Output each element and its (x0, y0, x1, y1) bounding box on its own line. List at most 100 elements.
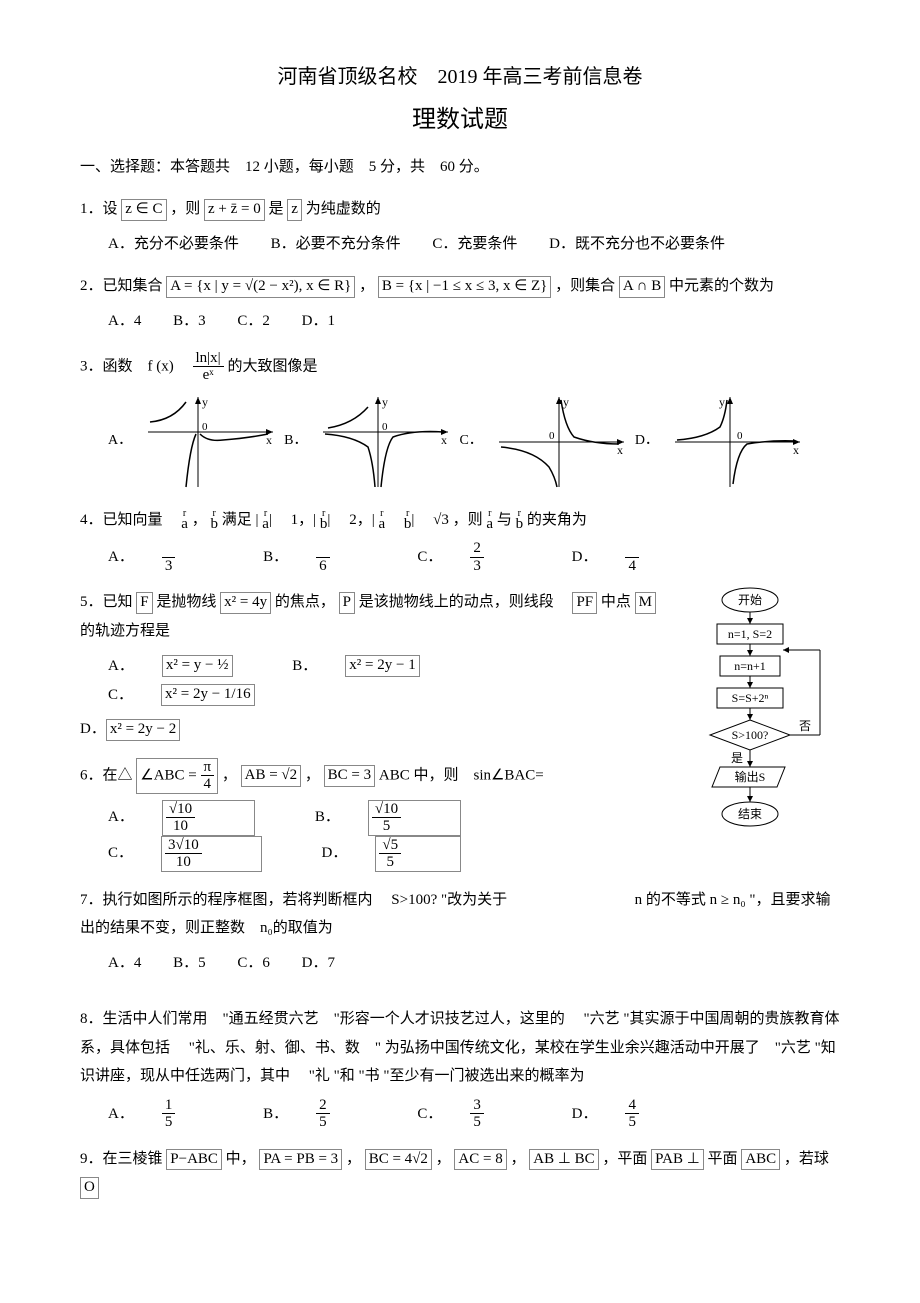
question-7: 7．执行如图所示的程序框图，若将判断框内 S>100? "改为关于 n 的不等式… (80, 886, 840, 978)
q2-text: ，则集合 (555, 278, 619, 294)
q5-text: 中点 (601, 594, 631, 610)
axis-y-label: y (202, 395, 208, 409)
q6-c2: ， (305, 767, 320, 783)
axis-x-label: x (617, 443, 623, 457)
q6-text: ABC 中，则 sin∠BAC= (379, 767, 544, 783)
q8-optC: C．35 (417, 1097, 540, 1131)
vector-a: ra (262, 510, 269, 530)
q8-options: A．15 B．25 C．35 D．45 (108, 1097, 840, 1131)
vector-a: ra (486, 510, 493, 530)
q5-M: M (635, 592, 656, 614)
q9-bc: BC = 4√2 (365, 1149, 432, 1171)
q8-optD: D．45 (572, 1097, 695, 1131)
graph-A: y x 0 (138, 392, 278, 492)
q9-O: O (80, 1177, 99, 1199)
q3-labA: A． (108, 428, 132, 455)
q9-c: ， (436, 1151, 451, 1167)
origin-label: 0 (382, 421, 388, 433)
question-1: 1．设 z ∈ C ，则 z + z̄ = 0 是 z 为纯虚数的 A．充分不必… (80, 195, 840, 258)
q3-text: 的大致图像是 (227, 358, 317, 374)
q9-abc: ABC (741, 1149, 780, 1171)
q7-optC: C．6 (237, 949, 270, 978)
q7-ineq: n ≥ n₀ (710, 892, 746, 908)
flow-out: 输出S (735, 769, 766, 784)
q5-parab: x² = 4y (220, 592, 271, 614)
q9-c: ， (346, 1151, 361, 1167)
q9-ac: AC = 8 (454, 1149, 506, 1171)
q7-text: "改为关于 (441, 892, 507, 908)
q6-optB: B．√105 (315, 800, 489, 836)
q9-abbc: AB ⊥ BC (529, 1149, 598, 1171)
q4-text: 的夹角为 (527, 512, 587, 528)
axis-y-label: y (563, 395, 569, 409)
question-4: 4．已知向量 ra ， rb 满足 | ra| 1，| rb| 2，| ra r… (80, 506, 840, 575)
q4-val1: 1，| (291, 512, 317, 528)
q1-optB: B．必要不充分条件 (271, 230, 401, 259)
vector-b: rb (210, 510, 218, 530)
q7-text: n 的不等式 (635, 892, 710, 908)
q2-setB: B = {x | −1 ≤ x ≤ 3, x ∈ Z} (378, 276, 552, 298)
q6-optC: C．3√1010 (108, 836, 290, 872)
q4-val3: √3 (433, 512, 449, 528)
q7-optA: A．4 (108, 949, 141, 978)
axis-y-label: y (719, 395, 725, 409)
q5-F: F (136, 592, 152, 614)
q5-optA: A．x² = y − ½ (108, 651, 261, 680)
q5-text: 是抛物线 (156, 594, 216, 610)
q2-setA: A = {x | y = √(2 − x²), x ∈ R} (166, 276, 355, 298)
vector-a: ra (378, 510, 385, 530)
q1-math2: z + z̄ = 0 (204, 199, 265, 221)
question-8: 8．生活中人们常用 "通五经贯六艺 "形容一个人才识技艺过人，这里的 "六艺 "… (80, 1005, 840, 1131)
vector-b: rb (404, 510, 412, 530)
q6-optD: D．√55 (322, 836, 490, 872)
q6-angle: ∠ABC = π4 (136, 758, 218, 794)
q4-options: A． 3 B． 6 C．23 D． 4 (108, 540, 840, 574)
q1-options: A．充分不必要条件 B．必要不充分条件 C．充要条件 D．既不充分也不必要条件 (108, 230, 840, 259)
q9-pa: PA = PB = 3 (259, 1149, 342, 1171)
question-2: 2．已知集合 A = {x | y = √(2 − x²), x ∈ R} ， … (80, 272, 840, 335)
section-heading: 一、选择题：本答题共 12 小题，每小题 5 分，共 60 分。 (80, 154, 840, 181)
q6-stem: 6．在△ (80, 767, 133, 783)
flow-step2: S=S+2ⁿ (732, 691, 769, 705)
q5-text: 的焦点， (275, 594, 335, 610)
q6-optA: A．√1010 (108, 800, 283, 836)
q5-optC: C．x² = 2y − 1/16 (108, 680, 283, 709)
flowchart: 开始 n=1, S=2 n=n+1 S=S+2ⁿ S>100? 否 是 输出S … (665, 582, 840, 842)
q3-graphs: A． y x 0 B． y x 0 C． y x 0 D． (108, 392, 840, 492)
q2-optD: D．1 (302, 307, 335, 336)
q1-optC: C．充要条件 (432, 230, 517, 259)
q1-math3: z (287, 199, 302, 221)
q3-frac: ln|x| eˣ (193, 350, 224, 384)
q3-labB: B． (284, 428, 307, 455)
flow-init: n=1, S=2 (728, 627, 772, 641)
q5-P: P (339, 592, 355, 614)
flow-cond: S>100? (732, 728, 769, 742)
q2-optC: C．2 (237, 307, 270, 336)
q4-stem: 4．已知向量 (80, 512, 178, 528)
q6-ab: AB = √2 (241, 765, 302, 787)
q7-stem: 7．执行如图所示的程序框图，若将判断框内 (80, 892, 388, 908)
page-title: 河南省顶级名校 2019 年高三考前信息卷 (80, 60, 840, 89)
q9-pabc: P−ABC (166, 1149, 222, 1171)
q9-c: ，若球 (784, 1151, 829, 1167)
q3-num: ln|x| (193, 350, 224, 368)
vector-a: ra (181, 510, 188, 530)
q2-optA: A．4 (108, 307, 141, 336)
origin-label: 0 (202, 421, 208, 433)
q3-labC: C． (459, 428, 482, 455)
q7-optD: D．7 (302, 949, 335, 978)
q5-stem: 5．已知 (80, 594, 133, 610)
q9-text: 平面 (708, 1151, 738, 1167)
q2-text: 中元素的个数为 (669, 278, 774, 294)
q4-optD: D． 4 (572, 540, 695, 574)
q8-stem: 8．生活中人们常用 "通五经贯六艺 "形容一个人才识技艺过人，这里的 (80, 1011, 580, 1027)
question-9: 9．在三棱锥 P−ABC 中， PA = PB = 3 ， BC = 4√2 ，… (80, 1145, 840, 1202)
q7-options: A．4 B．5 C．6 D．7 (108, 949, 840, 978)
q3-stem: 3．函数 f (x) (80, 358, 189, 374)
q9-text: 中， (226, 1151, 256, 1167)
vector-b: rb (320, 510, 328, 530)
question-3: 3．函数 f (x) ln|x| eˣ 的大致图像是 A． y x 0 B． y… (80, 350, 840, 492)
q5-text: 的轨迹方程是 (80, 623, 170, 639)
flow-start: 开始 (738, 593, 762, 607)
q6-c1: ， (222, 767, 237, 783)
